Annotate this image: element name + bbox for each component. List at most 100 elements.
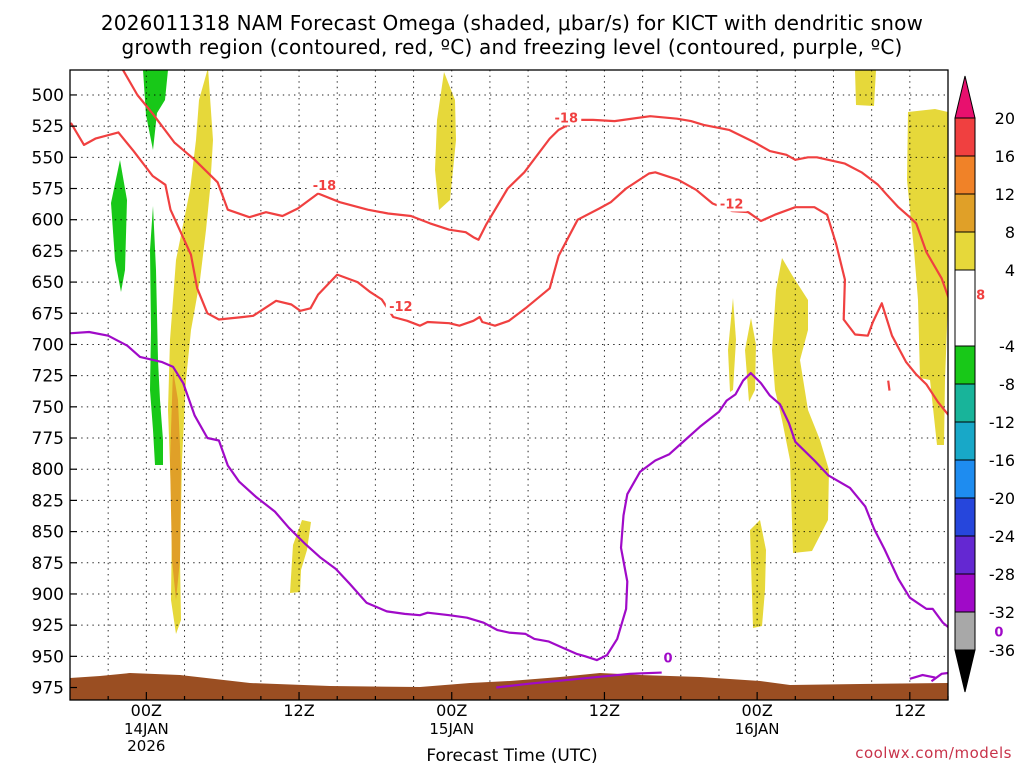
colorbar-bin (954, 117, 976, 157)
y-tick-label: 775 (32, 429, 64, 449)
x-tick-label: 00Z (741, 701, 772, 720)
colorbar-label: -24 (989, 527, 1015, 546)
x-tick-label: 00Z (436, 701, 467, 720)
colorbar-bin (954, 193, 976, 233)
omega-area-yellow-7 (772, 258, 829, 553)
contour-line-fragment (930, 671, 948, 683)
omega-area-green-2 (111, 160, 127, 292)
x-axis-title: Forecast Time (UTC) (426, 746, 598, 766)
contour-line (70, 122, 948, 417)
colorbar-label: -12 (989, 413, 1015, 432)
y-tick-label: 725 (32, 367, 64, 387)
contour-line-fragment (909, 673, 936, 680)
omega-area-green-1 (143, 70, 168, 150)
colorbar-bin (954, 269, 976, 347)
omega-area-yellow-3 (290, 520, 311, 593)
y-tick-label: 925 (32, 616, 64, 636)
y-tick-label: 625 (32, 242, 64, 262)
x-tick-sublabel: 2026 (127, 737, 165, 755)
y-tick-label: 675 (32, 304, 64, 324)
omega-area-yellow-2 (435, 72, 456, 210)
y-tick-label: 900 (32, 585, 64, 605)
contour-label-bg (716, 195, 747, 212)
y-tick-label: 550 (32, 148, 64, 168)
colorbar-bin (954, 573, 976, 613)
y-tick-label: 525 (32, 117, 64, 137)
colorbar-bin (954, 231, 976, 271)
colorbar-top-arrow (954, 75, 976, 119)
x-tick-sublabel: 14JAN (124, 720, 169, 738)
x-tick-sublabel: 15JAN (429, 720, 474, 738)
y-tick-label: 875 (32, 554, 64, 574)
omega-area-yellow-5 (728, 298, 736, 392)
colorbar-label: 16 (995, 147, 1015, 166)
y-tick-label: 950 (32, 647, 64, 667)
omega-area-yellow-6 (745, 318, 756, 402)
colorbar-label: -32 (989, 603, 1015, 622)
x-tick-label: 00Z (131, 701, 162, 720)
colorbar-label: 12 (995, 185, 1015, 204)
contour-label: -12 (389, 300, 413, 315)
y-axis: 500 525 550 575 600 625 650 675 700 725 750 775 800 8… (32, 86, 77, 699)
contour-line-fragment (887, 380, 891, 391)
y-tick-label: 650 (32, 273, 64, 293)
colorbar-label: -36 (989, 641, 1015, 660)
contour-label-bg (991, 623, 1006, 640)
contour-line-fragment (496, 671, 662, 689)
omega-shading (111, 70, 948, 634)
contour-label: -18 (313, 179, 337, 194)
omega-area-orange-1 (170, 370, 181, 600)
colorbar-label: -4 (999, 337, 1015, 356)
contour-lines (70, 70, 948, 689)
x-tick-label: 12Z (589, 701, 620, 720)
x-tick-sublabel: 16JAN (735, 720, 780, 738)
x-tick-label: 12Z (894, 701, 925, 720)
omega-area-yellow-4 (750, 520, 766, 628)
contour-label-bg (385, 297, 416, 314)
chart-title-line-2: growth region (contoured, red, ºC) and f… (121, 35, 903, 59)
colorbar-label: -20 (989, 489, 1015, 508)
colorbar-label: -8 (999, 375, 1015, 394)
contour-label: 0 (994, 625, 1003, 640)
chart-title-line-1: 2026011318 NAM Forecast Omega (shaded, μ… (100, 11, 924, 35)
contour-label: -12 (720, 197, 744, 212)
colorbar-label: 4 (1005, 261, 1015, 280)
omega-area-yellow-8 (855, 70, 876, 106)
colorbar-label: 8 (1005, 223, 1015, 242)
colorbar-bin (954, 345, 976, 385)
y-tick-label: 575 (32, 180, 64, 200)
contour-label-bg (309, 176, 340, 193)
omega-area-green-3 (150, 206, 163, 465)
contour-label: 0 (664, 652, 673, 667)
colorbar-bin (954, 155, 976, 195)
contour-label-bg (661, 649, 676, 666)
y-tick-label: 975 (32, 679, 64, 699)
colorbar-bottom-arrow (954, 649, 976, 693)
y-tick-label: 750 (32, 398, 64, 418)
plot-frame (69, 69, 949, 701)
colorbar-bin (954, 383, 976, 423)
colorbar-bin (954, 459, 976, 499)
colorbar-bin (954, 535, 976, 575)
contour-line (121, 70, 948, 300)
x-tick-label: 12Z (283, 701, 314, 720)
credit-text[interactable]: coolwx.com/models (855, 744, 1012, 762)
y-tick-label: 500 (32, 86, 64, 106)
omega-area-yellow-9 (907, 109, 948, 445)
y-tick-label: 825 (32, 491, 64, 511)
contour-line (70, 330, 948, 662)
colorbar-bin (954, 611, 976, 651)
contour-label-bg (551, 109, 582, 126)
contour-label: -18 (555, 111, 579, 126)
colorbar: 20 16 12 8 4 -4 -8 -12 -16 -20 -24 -28 -32 -36 (954, 75, 1015, 693)
colorbar-bin (954, 497, 976, 537)
y-tick-label: 850 (32, 523, 64, 543)
colorbar-bin (954, 421, 976, 461)
y-tick-label: 800 (32, 460, 64, 480)
colorbar-label: -28 (989, 565, 1015, 584)
colorbar-label: -16 (989, 451, 1015, 470)
y-tick-label: 700 (32, 335, 64, 355)
